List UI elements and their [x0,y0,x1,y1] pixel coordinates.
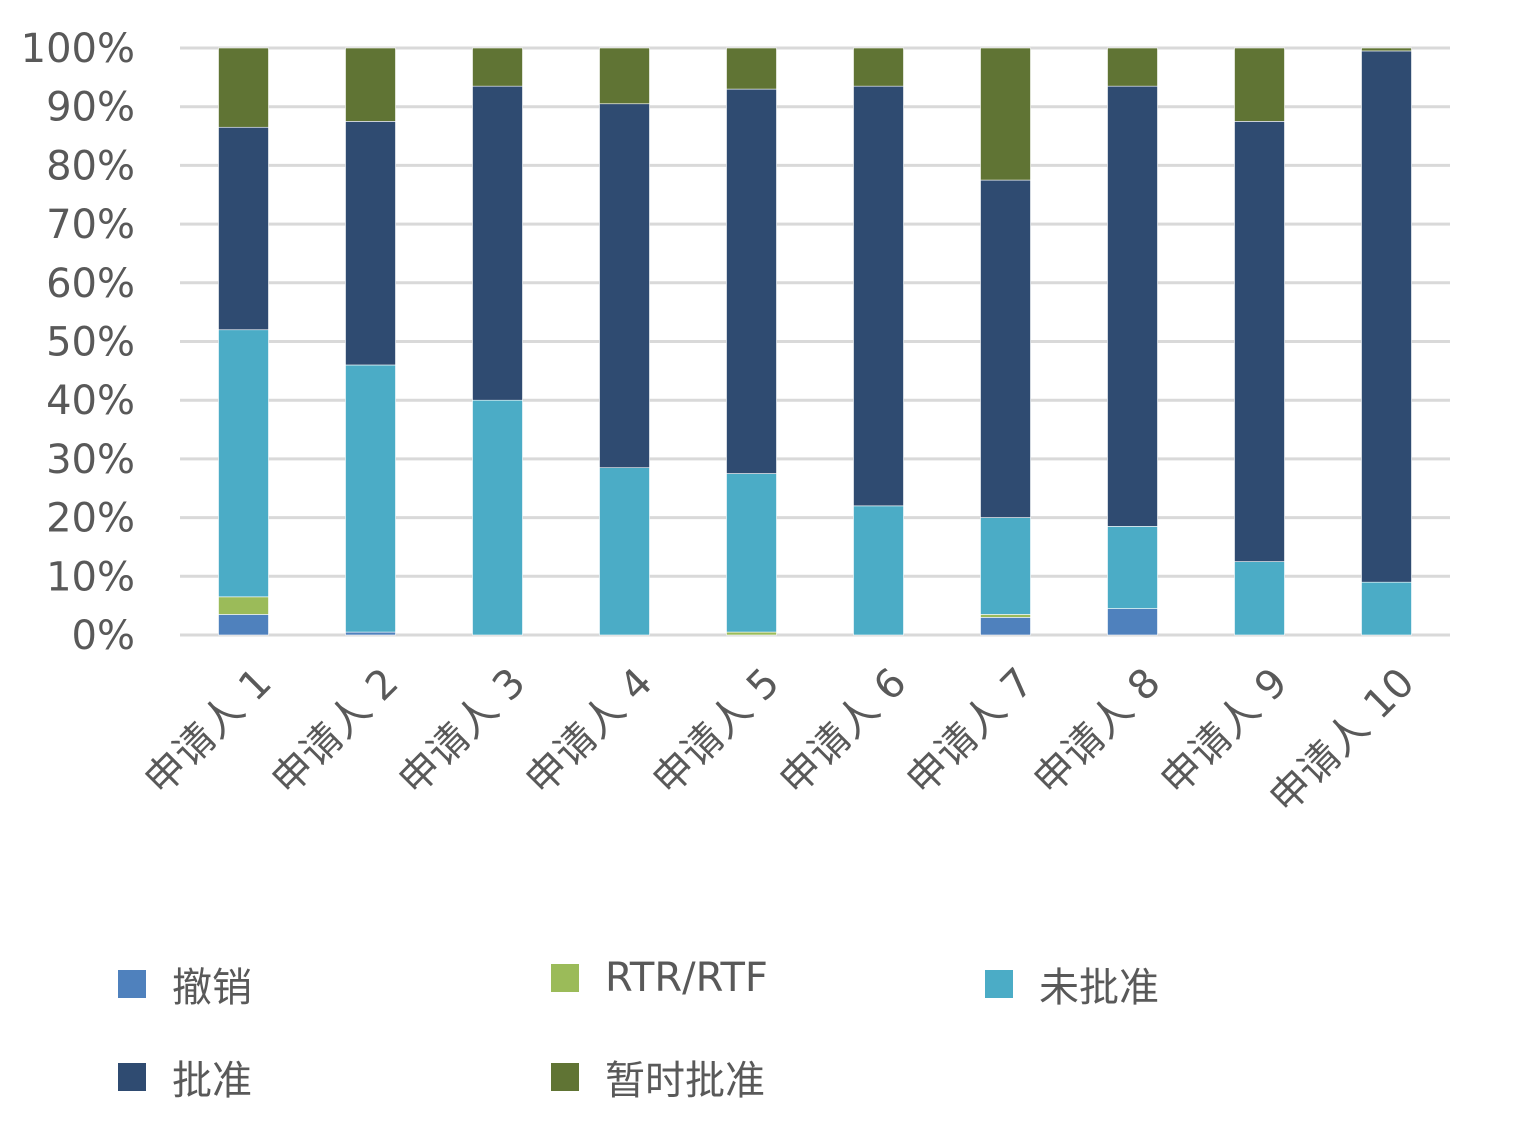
y-axis-tick-labels: 0% 10% 20% 30% 40% 50% 60% 70% 80% 90% 100% [21,26,135,659]
x-category-label: 申请人 4 [517,660,661,804]
bar-segment [1107,85,1158,527]
y-tick-label: 30% [46,437,135,483]
bar-segment [599,47,650,105]
bars [218,47,1412,636]
y-tick-label: 10% [46,554,135,600]
bar-segment [1234,47,1285,122]
bar-segment [218,596,269,615]
y-tick-label: 60% [46,261,135,307]
bar-segment [1234,121,1285,562]
bar-segment [345,364,396,633]
bar-segment [853,47,904,87]
bar-segment [218,126,269,331]
bar-segment [1361,581,1412,636]
y-tick-label: 80% [46,143,135,189]
bar-segment [599,103,650,469]
bar-segment [218,329,269,598]
bar-segment [980,179,1031,518]
bar-segment [1107,47,1158,87]
bar-segment [726,473,777,633]
bar-segment [980,614,1031,618]
bar-segment [345,47,396,122]
bar-segment [1361,50,1412,583]
x-category-label: 申请人 7 [898,660,1042,804]
x-category-label: 申请人 8 [1025,660,1169,804]
x-category-label: 申请人 3 [390,660,534,804]
x-category-label: 申请人 1 [136,660,280,804]
bar-segment [853,505,904,636]
y-tick-label: 70% [46,202,135,248]
bar-segment [472,85,523,401]
bar-segment [1107,526,1158,609]
bar-segment [726,88,777,474]
bar-segment [980,517,1031,615]
bar-segment [218,47,269,128]
bar-segment [345,631,396,636]
bar-segment [1107,608,1158,636]
bar-segment [472,399,523,636]
y-tick-label: 50% [46,320,135,366]
bar-segment [1361,47,1412,52]
x-category-label: 申请人 5 [644,660,788,804]
y-tick-label: 100% [21,26,135,72]
bar-segment [599,467,650,636]
bar-segment [1234,561,1285,636]
y-tick-label: 90% [46,85,135,131]
bar-segment [726,631,777,636]
bar-segment [853,85,904,507]
y-tick-label: 20% [46,496,135,542]
bar-segment [472,47,523,87]
y-tick-label: 40% [46,378,135,424]
bar-segment [980,617,1031,636]
bar-segment [726,47,777,90]
bar-segment [980,47,1031,181]
y-tick-label: 0% [72,613,135,659]
bar-segment [345,121,396,366]
x-category-label: 申请人 2 [263,660,407,804]
x-category-label: 申请人 6 [771,660,915,804]
bar-segment [218,614,269,636]
